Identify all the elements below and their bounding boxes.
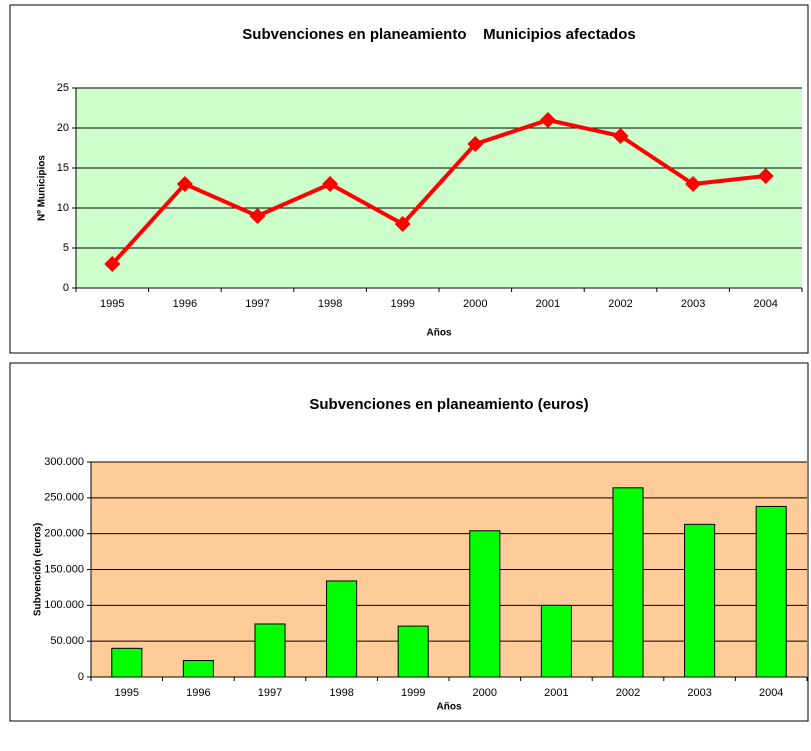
bar <box>182 660 214 678</box>
y-tick-label: 15 <box>57 162 69 174</box>
marker <box>685 176 702 192</box>
y-tick-label: 25 <box>57 82 69 94</box>
x-axis-label: Años <box>437 702 462 713</box>
x-tick-label: 1995 <box>100 298 124 310</box>
bar <box>254 623 286 678</box>
bar <box>755 505 787 678</box>
bar <box>397 625 429 678</box>
x-tick-label: 2000 <box>463 298 487 310</box>
x-tick-label: 1998 <box>329 687 353 699</box>
y-tick-label: 250.000 <box>44 492 84 504</box>
x-tick-label: 1995 <box>115 687 139 699</box>
x-tick-label: 1998 <box>318 298 342 310</box>
y-tick-label: 300.000 <box>44 456 84 468</box>
x-tick-label: 1999 <box>390 298 414 310</box>
marker <box>176 176 193 192</box>
y-axis-label: Nº Municipios <box>37 155 48 221</box>
x-tick-label: 2001 <box>536 298 560 310</box>
marker <box>539 112 556 128</box>
y-tick-label: 0 <box>78 671 84 683</box>
y-tick-label: 10 <box>57 202 69 214</box>
marker <box>394 216 411 232</box>
y-tick-label: 150.000 <box>44 563 84 575</box>
y-axis-label: Subvención (euros) <box>33 523 44 616</box>
y-tick-label: 5 <box>63 242 69 254</box>
line <box>110 117 766 266</box>
x-tick-label: 1997 <box>245 298 269 310</box>
marker <box>249 208 266 224</box>
x-tick-label: 1996 <box>173 298 197 310</box>
bar <box>326 580 358 678</box>
bar <box>469 530 501 678</box>
x-tick-label: 2000 <box>473 687 497 699</box>
x-tick-label: 2002 <box>616 687 640 699</box>
y-tick-label: 20 <box>57 122 69 134</box>
x-tick-label: 2004 <box>759 687 783 699</box>
y-tick-label: 200.000 <box>44 528 84 540</box>
marker <box>612 128 629 144</box>
y-tick-label: 0 <box>63 282 69 294</box>
bar <box>612 487 644 678</box>
x-tick-label: 2003 <box>681 298 705 310</box>
bar <box>111 647 143 678</box>
x-tick-label: 1999 <box>401 687 425 699</box>
bar <box>684 523 716 678</box>
marker <box>104 256 121 272</box>
x-tick-label: 1997 <box>258 687 282 699</box>
marker <box>322 176 339 192</box>
chart-title: Subvenciones en planeamiento (euros) <box>309 396 588 413</box>
chart-title: Subvenciones en planeamiento Municipios … <box>242 26 635 43</box>
x-tick-label: 2002 <box>608 298 632 310</box>
y-tick-label: 100.000 <box>44 599 84 611</box>
marker <box>467 136 484 152</box>
y-tick-label: 50.000 <box>50 635 84 647</box>
x-axis-label: Años <box>427 328 452 339</box>
x-tick-label: 2001 <box>544 687 568 699</box>
x-tick-label: 1996 <box>186 687 210 699</box>
bar <box>540 604 572 678</box>
marker <box>757 168 774 184</box>
x-tick-label: 2003 <box>687 687 711 699</box>
x-tick-label: 2004 <box>753 298 777 310</box>
